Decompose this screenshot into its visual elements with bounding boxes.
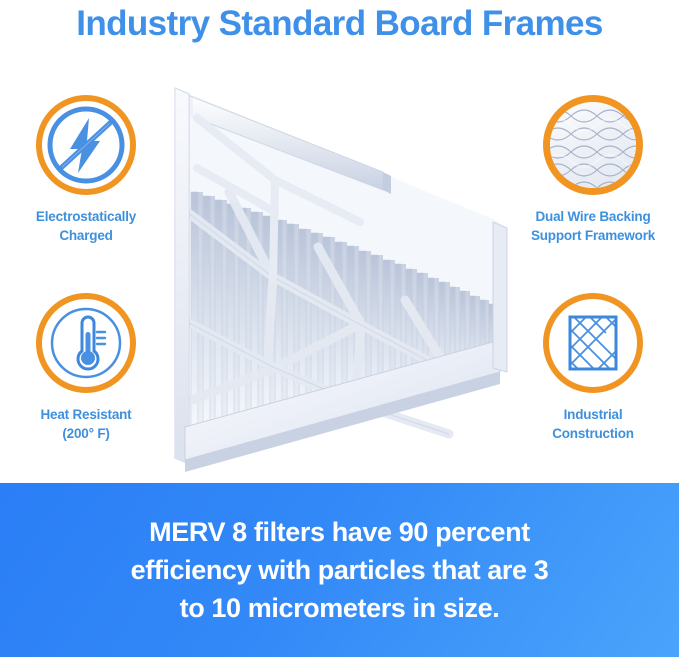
feature-label-line1: Dual Wire Backing	[535, 209, 651, 224]
merv-rating-banner: MERV 8 filters have 90 percent efficienc…	[0, 483, 679, 657]
feature-label-line2: Support Framework	[530, 228, 656, 243]
feature-heat-resistant: Heat Resistant (200° F)	[0, 293, 172, 443]
wire-mesh-texture	[550, 102, 636, 188]
thermometer-icon	[36, 293, 136, 393]
feature-label-line1: Heat Resistant	[40, 407, 132, 422]
feature-label-line2: (200° F)	[62, 426, 110, 441]
air-filter-illustration	[174, 87, 508, 472]
banner-line-3: to 10 micrometers in size.	[179, 593, 500, 623]
product-image	[155, 72, 515, 477]
banner-line-1: MERV 8 filters have 90 percent	[149, 517, 530, 547]
page-title: Industry Standard Board Frames	[76, 4, 603, 43]
feature-label: Dual Wire Backing Support Framework	[507, 207, 679, 245]
feature-label: Heat Resistant (200° F)	[0, 405, 172, 443]
lattice-square-icon	[543, 293, 643, 393]
banner-text: MERV 8 filters have 90 percent efficienc…	[97, 513, 583, 627]
feature-label-line2: Charged	[59, 228, 113, 243]
wire-mesh-photo-icon	[543, 95, 643, 195]
feature-label-line1: Electrostatically	[35, 209, 137, 224]
feature-dual-wire-backing: Dual Wire Backing Support Framework	[507, 95, 679, 245]
feature-label-line1: Industrial	[563, 407, 623, 422]
feature-electrostatically-charged: Electrostatically Charged	[0, 95, 172, 245]
banner-line-2: efficiency with particles that are 3	[130, 555, 549, 585]
feature-label: Industrial Construction	[507, 405, 679, 443]
feature-industrial-construction: Industrial Construction	[507, 293, 679, 443]
electrostatic-charge-icon	[36, 95, 136, 195]
feature-label-line2: Construction	[552, 426, 634, 441]
feature-label: Electrostatically Charged	[0, 207, 172, 245]
